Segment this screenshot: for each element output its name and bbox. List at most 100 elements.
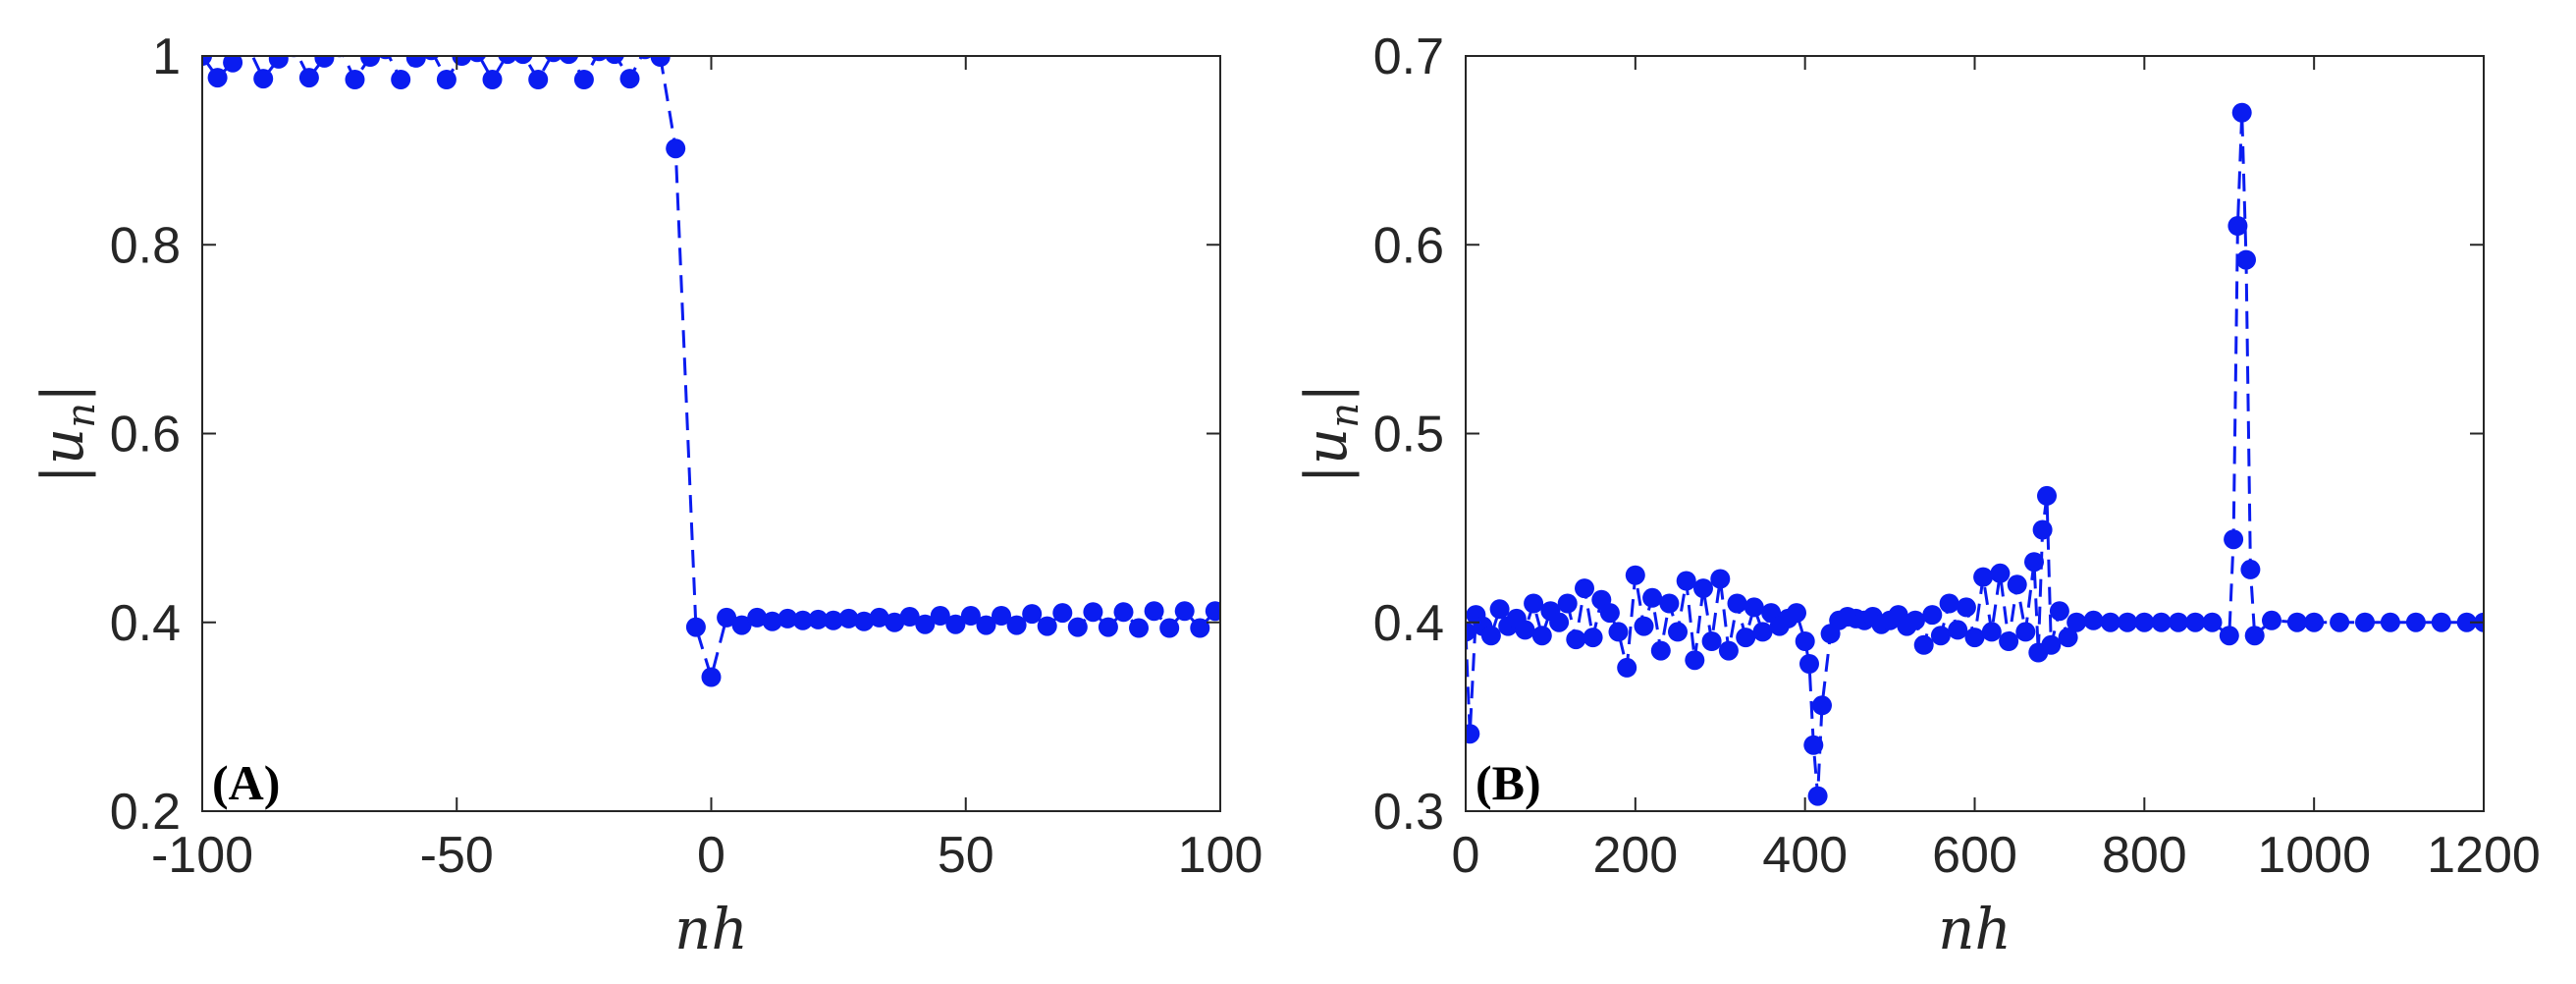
data-point xyxy=(1037,616,1057,636)
data-point xyxy=(1668,622,1688,642)
panel-a: -100 -50 0 50 100 0.2 0.4 0.6 0.8 1 (A) nh |un| xyxy=(29,28,1262,962)
x-tick-label: 1000 xyxy=(2257,827,2371,884)
y-tick-label: 0.6 xyxy=(110,407,181,464)
data-point xyxy=(1634,616,1654,636)
data-point xyxy=(1948,620,1968,640)
data-point xyxy=(1999,631,2019,651)
y-tick-label: 0.4 xyxy=(1373,595,1444,652)
data-point xyxy=(528,70,549,89)
data-point xyxy=(1913,634,1934,655)
x-tick-label: 200 xyxy=(1592,827,1678,884)
panel-b-label: (B) xyxy=(1476,755,1541,810)
data-point xyxy=(1701,631,1722,651)
data-point xyxy=(1466,724,1480,744)
x-tick-label: 800 xyxy=(2102,827,2187,884)
data-point xyxy=(1174,601,1195,622)
data-point xyxy=(223,56,243,73)
data-point xyxy=(2066,612,2087,632)
data-point xyxy=(792,610,813,630)
data-point xyxy=(899,607,920,627)
data-point xyxy=(423,56,440,61)
data-point xyxy=(1964,628,1985,648)
data-point xyxy=(1144,601,1164,622)
y-tick-label: 0.7 xyxy=(1373,28,1444,85)
x-tick-label: 100 xyxy=(1178,827,1263,884)
data-point xyxy=(778,608,798,629)
y-tick-label: 0.8 xyxy=(110,217,181,274)
data-point xyxy=(2236,249,2256,270)
data-point xyxy=(559,56,579,65)
data-point xyxy=(1642,587,1663,608)
data-point xyxy=(1531,626,1552,646)
panel-a-label: (A) xyxy=(212,755,280,810)
data-point xyxy=(2380,612,2400,632)
data-point xyxy=(268,56,289,69)
data-point xyxy=(314,56,335,68)
data-point xyxy=(1159,618,1180,638)
panel-b-axes-frame xyxy=(1465,55,2485,812)
data-point xyxy=(2240,559,2261,579)
panel-b-marks xyxy=(1466,102,2484,806)
data-point xyxy=(1480,626,1501,646)
data-point xyxy=(1022,604,1043,625)
data-point xyxy=(2431,612,2451,632)
data-point xyxy=(701,667,722,687)
data-point xyxy=(685,617,706,637)
data-point xyxy=(2058,628,2078,648)
panel-b: 0 200 400 600 800 1000 1200 0.3 0.4 0.5 0.6 0.7 (B)… xyxy=(1293,28,2541,962)
data-point xyxy=(1083,602,1103,623)
data-point xyxy=(869,607,889,628)
data-point xyxy=(405,56,426,68)
data-point xyxy=(1052,603,1073,624)
data-point xyxy=(467,56,487,63)
data-point xyxy=(1787,603,1806,624)
data-point xyxy=(1515,620,1535,640)
data-point xyxy=(2227,216,2248,236)
data-point xyxy=(2024,552,2044,573)
data-point xyxy=(2007,574,2027,595)
data-point xyxy=(1807,786,1828,806)
data-point xyxy=(2168,612,2188,632)
y-tick-label: 0.2 xyxy=(110,784,181,841)
data-point xyxy=(2456,612,2477,632)
data-point xyxy=(2037,485,2057,506)
data-point xyxy=(1625,565,1645,585)
data-point xyxy=(244,56,251,57)
data-point xyxy=(1129,618,1149,638)
data-point xyxy=(992,606,1011,626)
data-point xyxy=(1617,657,1637,678)
y-tick-label: 0.5 xyxy=(1373,407,1444,464)
data-point xyxy=(391,70,411,89)
data-point xyxy=(717,607,737,628)
data-point xyxy=(1190,618,1210,638)
data-point xyxy=(930,606,950,626)
data-point xyxy=(1939,593,1959,614)
data-point xyxy=(2151,612,2172,632)
data-point xyxy=(2330,612,2350,632)
data-point xyxy=(1693,578,1713,599)
data-point xyxy=(498,56,517,65)
data-point xyxy=(2262,610,2281,630)
data-point xyxy=(544,56,564,63)
x-tick-label: 1200 xyxy=(2427,827,2541,884)
data-point xyxy=(335,56,345,58)
data-point xyxy=(202,56,212,66)
data-point xyxy=(2405,612,2426,632)
data-point xyxy=(1956,597,1976,618)
data-point xyxy=(619,69,640,89)
svg-text:|un|: |un| xyxy=(1293,383,1368,483)
data-point xyxy=(1752,622,1773,642)
panel-a-y-axis-label: |un| xyxy=(29,383,104,483)
data-point xyxy=(1736,628,1756,648)
data-point xyxy=(2185,612,2206,632)
data-point xyxy=(1067,617,1088,637)
panel-b-y-axis-label: |un| xyxy=(1293,383,1368,483)
data-point xyxy=(2219,626,2239,646)
data-point xyxy=(2355,612,2375,632)
data-point xyxy=(1583,628,1603,648)
panel-a-x-axis-label: nh xyxy=(674,896,748,962)
data-point xyxy=(747,607,768,628)
data-point xyxy=(1905,610,1925,630)
data-point xyxy=(1659,593,1680,614)
